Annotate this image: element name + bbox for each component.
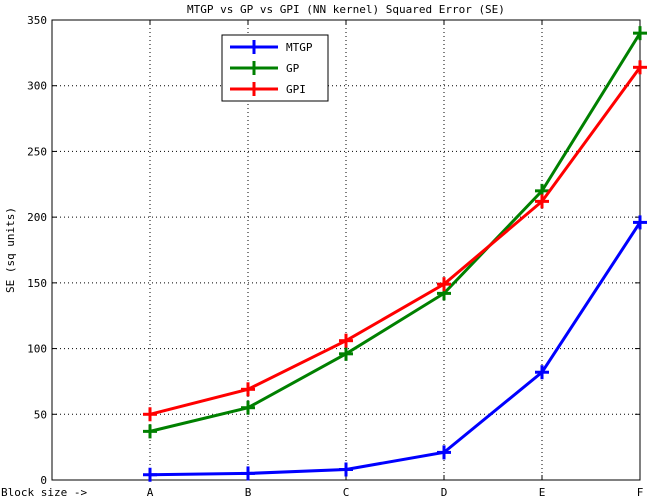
plot-area (51, 19, 641, 481)
x-tick-label: E (539, 486, 546, 499)
series-line-gp (149, 32, 642, 433)
data-point (143, 424, 157, 439)
x-tick-label: D (441, 486, 448, 499)
legend-label: GPI (286, 83, 306, 96)
data-point (143, 467, 157, 482)
x-tick-label: A (147, 486, 154, 499)
y-tick-label: 350 (27, 14, 47, 27)
chart-title: MTGP vs GP vs GPI (NN kernel) Squared Er… (187, 3, 505, 16)
series-line-gpi (149, 66, 642, 416)
y-tick-label: 250 (27, 145, 47, 158)
y-tick-label: 0 (40, 474, 47, 487)
series-line-mtgp (149, 221, 642, 477)
data-point (633, 215, 647, 230)
y-tick-label: 150 (27, 277, 47, 290)
x-tick-label: C (343, 486, 350, 499)
data-point (633, 60, 647, 75)
series-gpi (143, 60, 647, 422)
y-axis-ticks: 0 50 100 150 200 250 300 350 (27, 14, 640, 487)
data-point (241, 400, 255, 415)
data-point (339, 333, 353, 348)
data-point (437, 277, 451, 292)
y-tick-label: 50 (34, 408, 47, 421)
y-axis-label: SE (sq units) (4, 207, 17, 293)
x-tick-label: F (637, 486, 644, 499)
series-layer (143, 26, 647, 482)
legend-item: GPI (230, 82, 306, 96)
data-point (241, 382, 255, 397)
data-point (535, 194, 549, 209)
series-mtgp (143, 215, 647, 482)
x-tick-label: B (245, 486, 252, 499)
data-point (437, 445, 451, 460)
data-point (339, 462, 353, 477)
data-point (339, 346, 353, 361)
data-point (241, 466, 255, 481)
data-point (535, 365, 549, 380)
legend-item: MTGP (230, 40, 313, 54)
data-point (633, 26, 647, 41)
y-tick-label: 300 (27, 80, 47, 93)
y-tick-label: 200 (27, 211, 47, 224)
data-point (143, 407, 157, 422)
legend-label: MTGP (286, 41, 313, 54)
legend-item: GP (230, 61, 300, 75)
y-tick-label: 100 (27, 343, 47, 356)
x-axis-prefix-label: Block size -> (1, 486, 87, 499)
legend-label: GP (286, 62, 300, 75)
legend: MTGP GP GPI (221, 34, 329, 102)
